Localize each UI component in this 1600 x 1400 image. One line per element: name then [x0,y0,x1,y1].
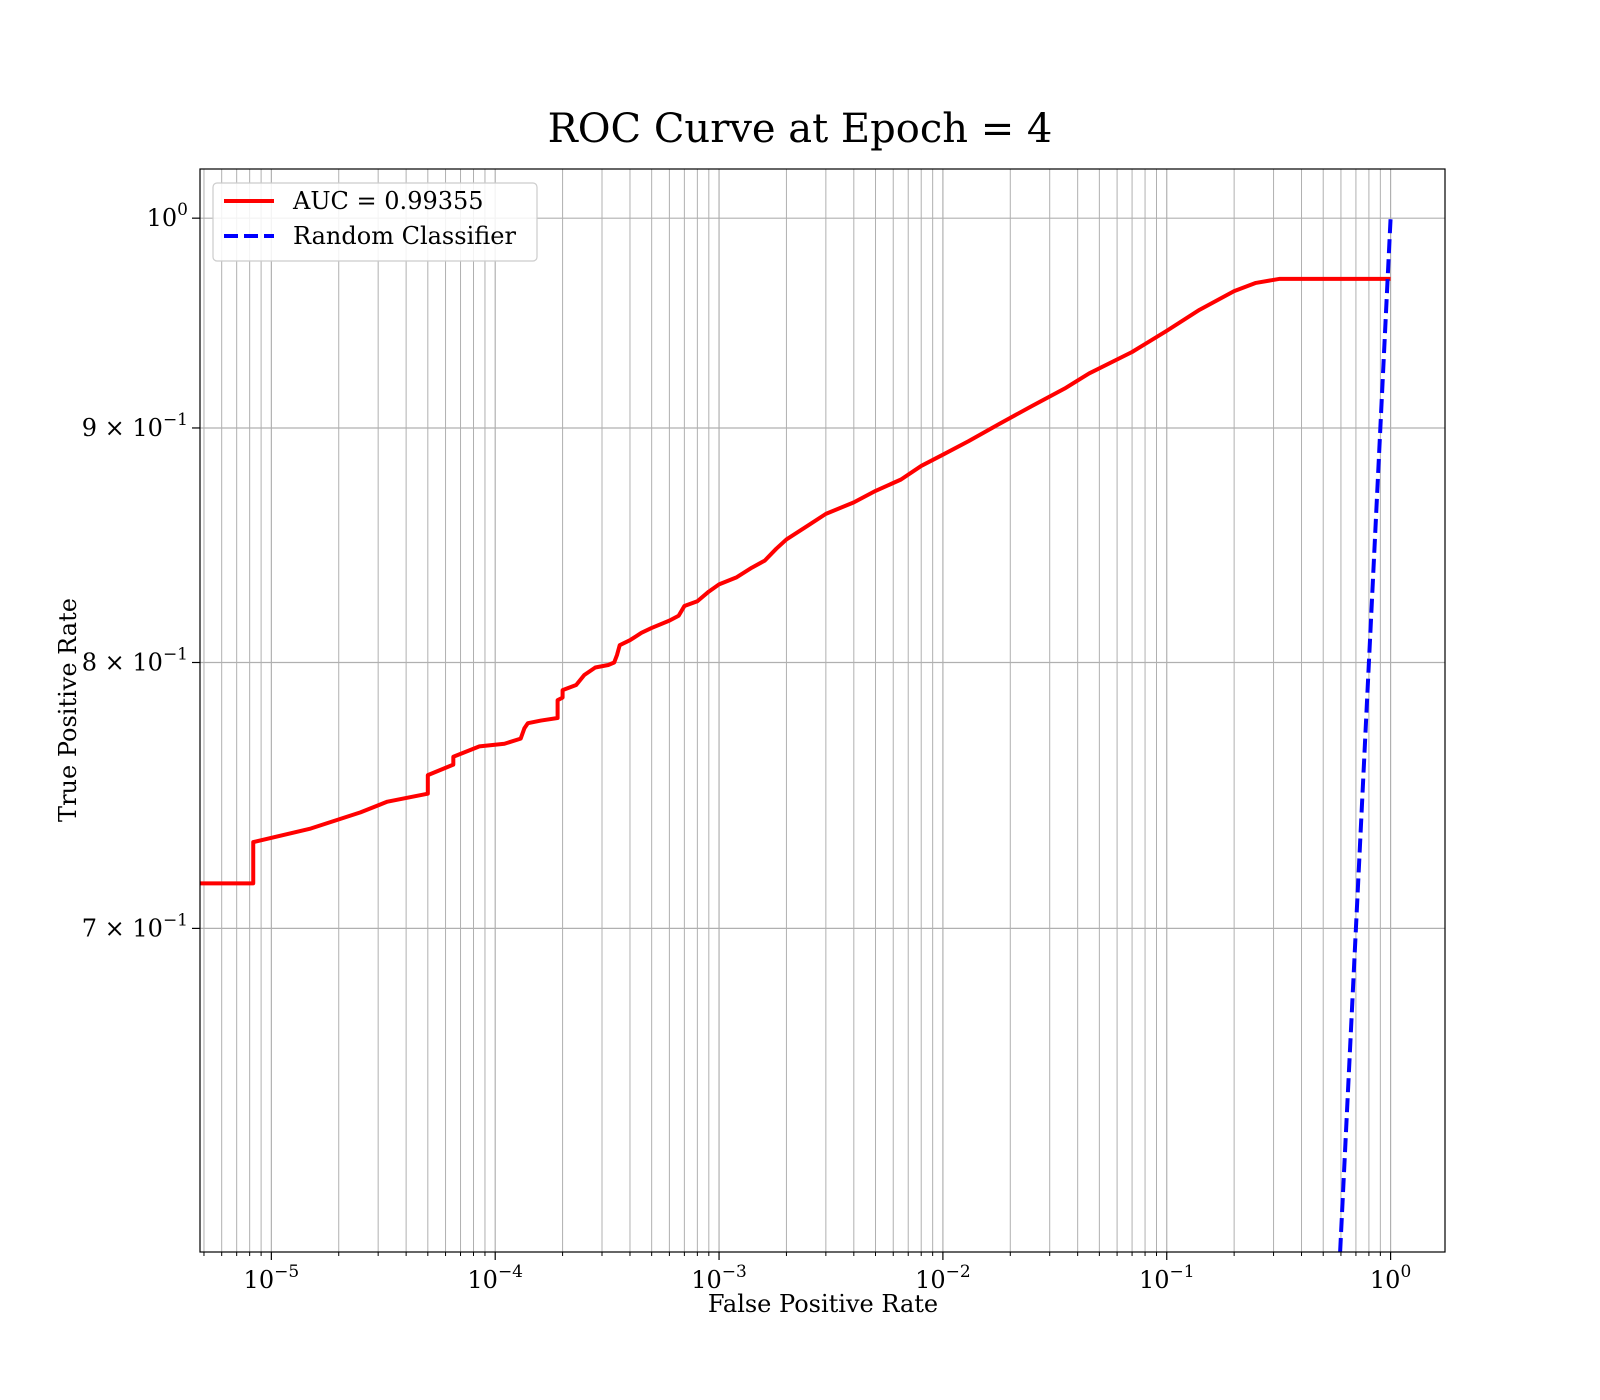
x-tick-label: 10−2 [915,1262,971,1294]
y-tick-label: 9 × 10−1 [82,410,188,442]
roc-curve-line [200,276,1391,886]
x-tick-label: 10−5 [244,1262,300,1294]
y-axis-label: True Positive Rate [54,598,82,822]
legend-label-random: Random Classifier [293,222,516,250]
plot-frame [199,168,1446,1253]
legend-box [212,182,538,262]
y-tick-label: 8 × 10−1 [82,644,188,676]
y-tick-label: 100 [147,200,188,232]
y-tick-label: 7 × 10−1 [82,910,188,942]
legend-label-auc: AUC = 0.99355 [292,187,484,215]
series-layer [200,218,1393,1252]
x-tick-label: 10−1 [1139,1262,1195,1294]
grid-layer [200,169,1445,1252]
legend: AUC = 0.99355 Random Classifier [212,182,538,262]
chart-title: ROC Curve at Epoch = 4 [548,106,1053,152]
x-axis-label: False Positive Rate [708,1290,938,1318]
random-classifier-line [1338,218,1393,1252]
x-tick-label: 10−4 [467,1262,523,1294]
tick-layer: 10−5 10−4 10−3 10−2 10−1 100 7 × 10−1 8 × 10−1 9… [82,200,1412,1294]
x-tick-label: 100 [1370,1262,1411,1294]
x-tick-label: 10−3 [691,1262,747,1294]
